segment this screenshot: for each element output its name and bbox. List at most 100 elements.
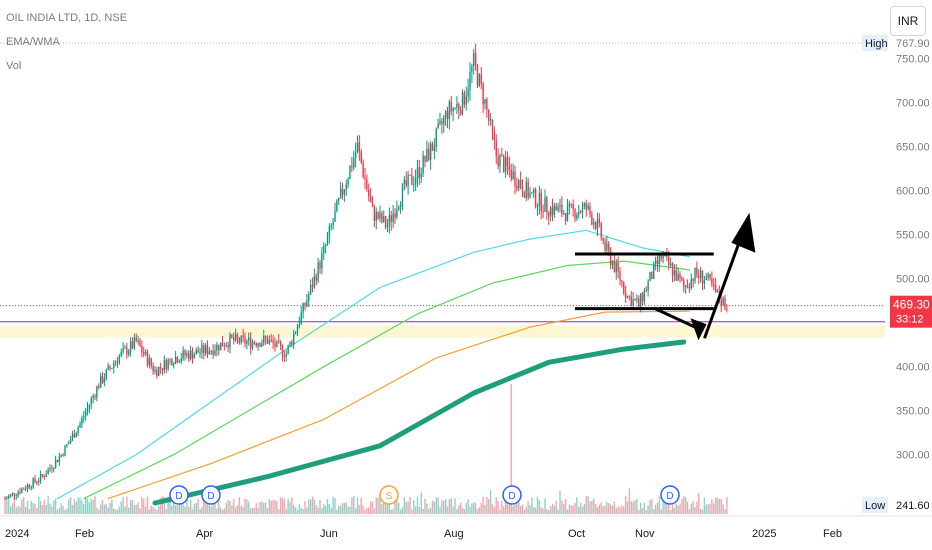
volume-bar xyxy=(323,504,325,514)
volume-bar xyxy=(109,502,111,514)
low-label-box xyxy=(862,497,888,513)
candle-body xyxy=(253,342,256,344)
volume-bar xyxy=(533,507,535,514)
volume-bar xyxy=(173,502,175,514)
volume-legend[interactable]: Vol xyxy=(6,60,22,72)
volume-bar xyxy=(542,508,544,514)
event-label: D xyxy=(508,491,515,502)
volume-bar xyxy=(278,509,280,514)
volume-bar xyxy=(654,504,657,514)
volume-bar xyxy=(56,509,59,514)
volume-bar xyxy=(549,506,552,514)
volume-bar xyxy=(285,508,287,514)
candle-body xyxy=(437,123,439,129)
candle-body xyxy=(474,52,477,66)
volume-bar xyxy=(459,502,462,514)
symbol-legend[interactable]: OIL INDIA LTD, 1D, NSE xyxy=(6,12,128,24)
candle-body xyxy=(233,337,235,341)
volume-bar xyxy=(120,501,122,514)
x-tick-label: Nov xyxy=(635,528,655,540)
candle-body xyxy=(83,416,85,419)
candle-body xyxy=(653,263,655,279)
volume-bar xyxy=(279,497,282,514)
candle-body xyxy=(722,298,724,306)
volume-bar xyxy=(469,506,471,514)
volume-bar xyxy=(559,490,561,514)
volume-bar xyxy=(23,497,25,514)
candle-body xyxy=(551,207,554,215)
candle-body xyxy=(623,282,625,293)
candle-body xyxy=(519,180,522,188)
volume-bar xyxy=(197,498,199,514)
volume-bar xyxy=(643,502,646,514)
volume-bar xyxy=(161,496,164,514)
candle-body xyxy=(371,201,374,207)
volume-bar xyxy=(152,506,154,514)
candle-body xyxy=(199,352,201,354)
candle-body xyxy=(24,489,27,491)
candle-body xyxy=(713,284,715,286)
candle-body xyxy=(345,184,347,190)
volume-bar xyxy=(199,508,201,514)
volume-bar xyxy=(527,501,529,514)
volume-bar xyxy=(381,504,383,514)
volume-bar xyxy=(398,502,400,514)
volume-bar xyxy=(608,503,610,514)
time-axis[interactable]: 2024 Feb Apr Jun Aug Oct Nov 2025 Feb xyxy=(5,528,842,540)
candle-body xyxy=(366,179,368,190)
candle-body xyxy=(221,342,224,347)
volume-bar xyxy=(623,506,625,514)
candle-body xyxy=(326,236,329,246)
candle-body xyxy=(103,378,106,383)
candle-body xyxy=(163,360,166,370)
candle-body xyxy=(66,444,68,446)
volume-bar xyxy=(692,501,694,514)
volume-bar xyxy=(216,508,218,514)
candle-body xyxy=(386,226,389,228)
candle-body xyxy=(341,188,344,195)
candle-body xyxy=(244,337,246,344)
volume-bar xyxy=(176,505,179,514)
candle-body xyxy=(533,189,535,193)
volume-bar xyxy=(334,498,336,514)
candle-body xyxy=(212,350,214,355)
candle-body xyxy=(259,343,261,347)
volume-bar xyxy=(347,506,349,514)
candle-body xyxy=(364,176,366,180)
volume-bar xyxy=(289,501,291,514)
volume-bar xyxy=(191,509,194,514)
candle-body xyxy=(688,287,691,289)
volume-bar xyxy=(701,509,704,514)
volume-bar xyxy=(664,499,666,514)
candle-body xyxy=(469,71,471,90)
volume-bar xyxy=(353,496,355,514)
candle-body xyxy=(630,296,632,306)
volume-bar xyxy=(304,501,306,514)
volume-bar xyxy=(263,502,265,514)
volume-bar xyxy=(508,496,511,514)
candle-body xyxy=(456,103,458,108)
candle-body xyxy=(677,273,679,281)
volume-bar xyxy=(251,507,254,514)
candle-body xyxy=(384,215,387,227)
candle-body xyxy=(13,493,16,496)
candle-body xyxy=(49,468,51,470)
volume-bar xyxy=(54,498,57,514)
indicator-legend[interactable]: EMA/WMA xyxy=(6,36,60,48)
volume-bar xyxy=(544,498,546,514)
currency-button[interactable]: INR xyxy=(890,6,926,36)
candle-body xyxy=(73,434,76,438)
candle-body xyxy=(696,267,698,276)
volume-bar xyxy=(28,508,31,514)
volume-bar xyxy=(683,496,685,514)
volume-bar xyxy=(103,504,106,514)
price-axis[interactable]: 300.00 350.00 400.00 450.00 500.00 550.0… xyxy=(862,35,932,513)
candle-body xyxy=(632,299,634,306)
volume-bar xyxy=(681,499,683,514)
candle-body xyxy=(9,494,12,496)
volume-bar xyxy=(79,497,81,514)
volume-bar xyxy=(514,504,516,514)
volume-bar xyxy=(407,501,409,514)
y-tick-label: 600.00 xyxy=(896,186,930,198)
